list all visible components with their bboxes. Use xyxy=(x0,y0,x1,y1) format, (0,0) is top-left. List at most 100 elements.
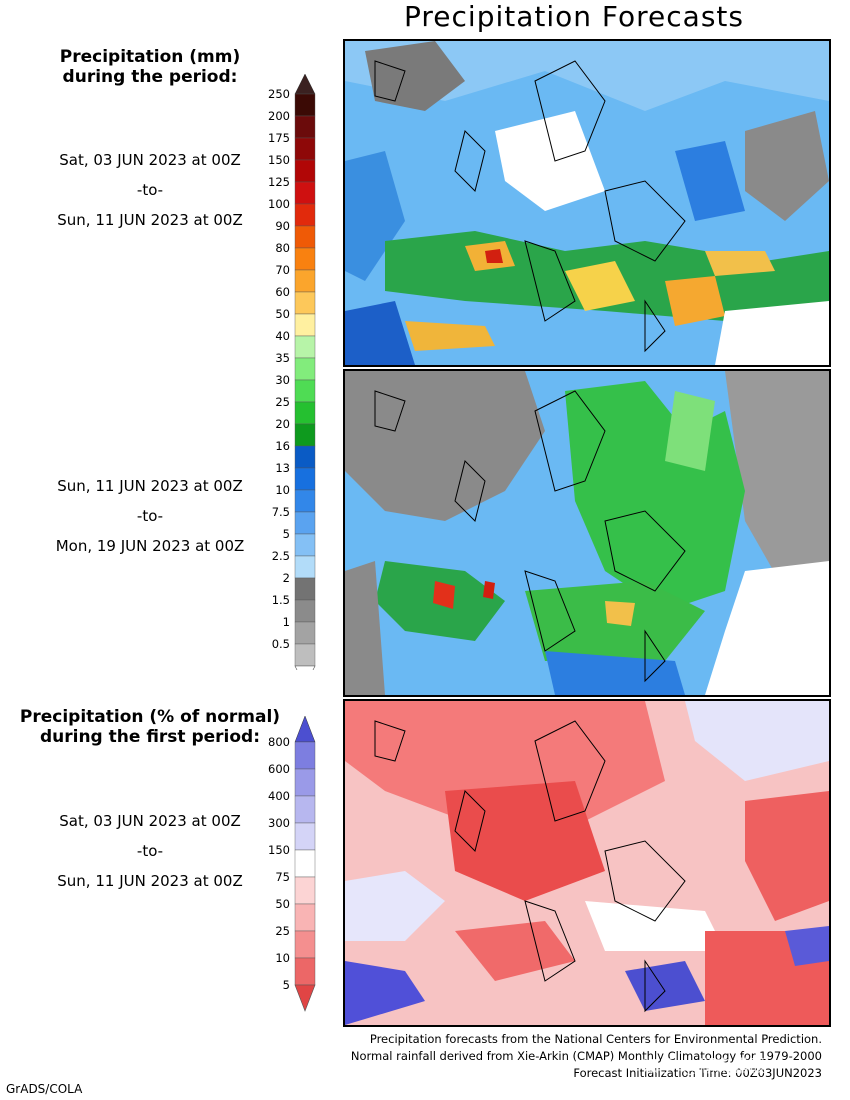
precip-legend-heading-line1: Precipitation (mm) xyxy=(59,47,241,67)
scale-label: 1 xyxy=(283,615,290,629)
percent-of-normal-map xyxy=(343,699,831,1027)
period-2-start: Sun, 11 JUN 2023 at 00Z xyxy=(57,477,243,495)
scale-band xyxy=(294,93,316,117)
scale-label: 125 xyxy=(268,175,290,189)
scale-label: 0.5 xyxy=(272,637,290,651)
footer-notes: Precipitation forecasts from the Nationa… xyxy=(222,1031,822,1082)
period-2-end: Mon, 19 JUN 2023 at 00Z xyxy=(55,537,245,555)
map-2-graphic xyxy=(345,371,829,695)
precipitation-map-period-1 xyxy=(343,39,831,367)
scale-top-arrow xyxy=(294,715,316,743)
scale-label: 150 xyxy=(268,843,290,857)
scale-band xyxy=(294,401,316,425)
grads-credit: GrADS/COLA xyxy=(6,1082,83,1096)
scale-label: 60 xyxy=(275,285,290,299)
scale-band xyxy=(294,313,316,337)
period-1-label: Sat, 03 JUN 2023 at 00Z -to- Sun, 11 JUN… xyxy=(0,145,300,235)
pct-period-label: Sat, 03 JUN 2023 at 00Z -to- Sun, 11 JUN… xyxy=(0,806,300,896)
precipitation-map-period-2 xyxy=(343,369,831,697)
period-2-to: -to- xyxy=(136,507,164,525)
map-3-graphic xyxy=(345,701,829,1025)
scale-label: 80 xyxy=(275,241,290,255)
scale-bottom-arrow xyxy=(294,984,316,1012)
scale-band xyxy=(294,181,316,205)
scale-label: 50 xyxy=(275,307,290,321)
scale-label: 10 xyxy=(275,483,290,497)
scale-label: 90 xyxy=(275,219,290,233)
scale-label: 2 xyxy=(283,571,290,585)
scale-band xyxy=(294,423,316,447)
pct-period-to: -to- xyxy=(136,842,164,860)
scale-band xyxy=(294,768,316,797)
precip-legend-heading: Precipitation (mm) during the period: xyxy=(40,47,260,87)
scale-label: 1.5 xyxy=(272,593,290,607)
scale-band xyxy=(294,930,316,959)
pct-legend-heading: Precipitation (% of normal) during the f… xyxy=(10,707,290,747)
precip-legend-heading-line2: during the period: xyxy=(62,67,238,87)
scale-band xyxy=(294,225,316,249)
scale-band xyxy=(294,533,316,557)
scale-band xyxy=(294,291,316,315)
scale-label: 7.5 xyxy=(272,505,290,519)
pct-color-scale-graphic: 800 600 400 300 150 75 50 25 10 5 xyxy=(268,715,316,1012)
scale-band xyxy=(294,957,316,986)
scale-label: 200 xyxy=(268,109,290,123)
pct-legend-heading-line2: during the first period: xyxy=(39,727,261,747)
scale-label: 75 xyxy=(275,870,290,884)
precip-color-scale: 250 200 175 150 125 100 90 80 70 60 50 40 35 30 25 20 16… xyxy=(255,70,325,687)
scale-band xyxy=(294,203,316,227)
pct-legend-heading-line1: Precipitation (% of normal) xyxy=(19,707,281,727)
scale-label: 600 xyxy=(268,762,290,776)
scale-label: 50 xyxy=(275,897,290,911)
period-1-end: Sun, 11 JUN 2023 at 00Z xyxy=(57,211,243,229)
scale-label: 100 xyxy=(268,197,290,211)
scale-band xyxy=(294,741,316,770)
pct-period-start: Sat, 03 JUN 2023 at 00Z xyxy=(59,812,241,830)
watermark: 知乎 @湖南猎股 xyxy=(642,1057,767,1077)
footer-line-3: Forecast Initialization Time: 00Z03JUN20… xyxy=(573,1066,822,1080)
scale-band xyxy=(294,903,316,932)
scale-band xyxy=(294,445,316,469)
scale-band xyxy=(294,555,316,579)
scale-label: 175 xyxy=(268,131,290,145)
scale-band xyxy=(294,269,316,293)
pct-period-end: Sun, 11 JUN 2023 at 00Z xyxy=(57,872,243,890)
scale-band xyxy=(294,159,316,183)
scale-band xyxy=(294,467,316,491)
scale-label: 70 xyxy=(275,263,290,277)
scale-label: 400 xyxy=(268,789,290,803)
scale-bottom-arrow xyxy=(294,665,316,687)
scale-label: 5 xyxy=(283,978,290,992)
scale-label: 250 xyxy=(268,87,290,101)
footer-line-1: Precipitation forecasts from the Nationa… xyxy=(369,1032,822,1046)
period-1-start: Sat, 03 JUN 2023 at 00Z xyxy=(59,151,241,169)
scale-band xyxy=(294,599,316,623)
pct-color-scale: 800 600 400 300 150 75 50 25 10 5 xyxy=(255,712,325,1018)
scale-band xyxy=(294,822,316,851)
scale-label: 10 xyxy=(275,951,290,965)
scale-label: 300 xyxy=(268,816,290,830)
scale-band xyxy=(294,511,316,535)
scale-band xyxy=(294,247,316,271)
scale-label: 30 xyxy=(275,373,290,387)
period-1-to: -to- xyxy=(136,181,164,199)
scale-label: 35 xyxy=(275,351,290,365)
period-2-label: Sun, 11 JUN 2023 at 00Z -to- Mon, 19 JUN… xyxy=(0,471,300,561)
scale-band xyxy=(294,137,316,161)
scale-label: 800 xyxy=(268,735,290,749)
scale-band xyxy=(294,335,316,359)
precip-color-scale-graphic: 2502001751501251009080706050403530252016… xyxy=(268,73,316,687)
scale-label: 150 xyxy=(268,153,290,167)
scale-band xyxy=(294,643,316,667)
scale-band xyxy=(294,115,316,139)
page-title: Precipitation Forecasts xyxy=(404,0,744,33)
scale-band xyxy=(294,876,316,905)
scale-band xyxy=(294,795,316,824)
scale-band xyxy=(294,489,316,513)
scale-label: 2.5 xyxy=(272,549,290,563)
scale-band xyxy=(294,621,316,645)
map-1-graphic xyxy=(345,41,829,365)
scale-label: 25 xyxy=(275,924,290,938)
scale-label: 13 xyxy=(275,461,290,475)
scale-top-arrow xyxy=(294,73,316,95)
